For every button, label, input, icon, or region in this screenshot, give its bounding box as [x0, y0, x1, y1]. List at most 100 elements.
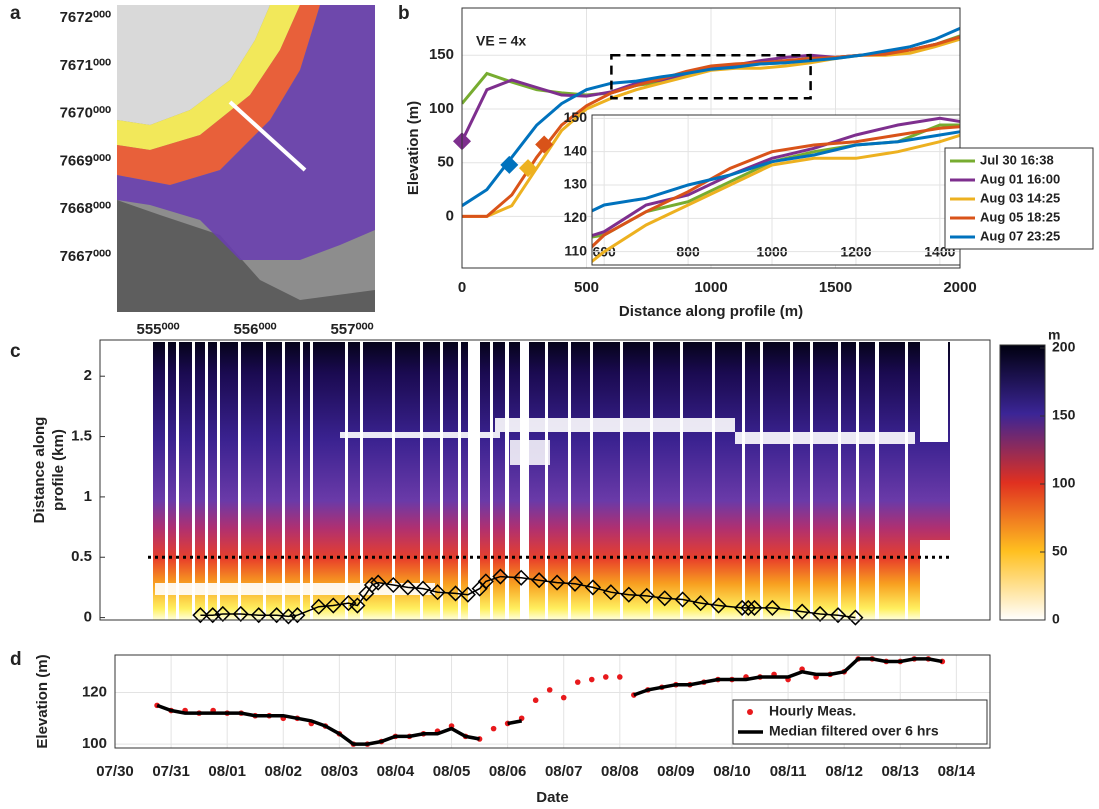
inset-y-tick-label: 120 [564, 209, 588, 225]
legend-label: Aug 05 18:25 [980, 209, 1060, 224]
y-tick-label: 7672⁰⁰⁰ [60, 9, 111, 26]
front-marker [829, 607, 847, 624]
x-axis-label: Distance along profile (m) [619, 303, 803, 320]
y-tick-label: 7668⁰⁰⁰ [60, 200, 111, 217]
hourly-point [546, 687, 553, 693]
profile-line [462, 27, 960, 207]
panel-label: d [10, 649, 22, 670]
y-axis-label: Elevation (m) [405, 101, 422, 195]
front-marker [602, 584, 619, 601]
x-tick-label: 08/14 [938, 763, 976, 780]
y-tick-label: 150 [429, 46, 454, 63]
frame [114, 654, 991, 749]
inset-plot [592, 116, 960, 264]
front-marker [531, 572, 548, 589]
front-marker [656, 590, 673, 607]
x-tick-label: 1500 [819, 279, 852, 296]
front-marker [250, 607, 267, 624]
front-marker [325, 597, 342, 614]
colorbar-tick-label: 200 [1052, 339, 1076, 355]
legend-label: Aug 03 14:25 [980, 190, 1060, 205]
legend-label: Median filtered over 6 hrs [769, 723, 939, 739]
front-marker [812, 605, 829, 623]
inset-profile-line [592, 133, 960, 264]
y-tick-label: 7671⁰⁰⁰ [60, 57, 111, 74]
x-tick-label: 08/12 [825, 763, 863, 780]
inset-profile-line [592, 130, 960, 213]
front-marker [232, 605, 249, 623]
x-tick-label: 07/31 [152, 763, 190, 780]
front-marker [734, 599, 751, 616]
front-marker [192, 607, 209, 624]
front-marker [363, 576, 381, 594]
colorbar-label: m [1048, 327, 1060, 343]
y-tick-label: 1.5 [71, 428, 92, 445]
x-tick-label: 08/11 [770, 763, 807, 780]
colorbar-tick-label: 100 [1052, 475, 1076, 491]
x-tick-label: 500 [574, 279, 599, 296]
front-marker [847, 609, 864, 626]
hourly-point [532, 697, 539, 704]
front-marker [692, 595, 709, 612]
x-tick-label: 08/13 [881, 763, 919, 780]
legend-label: Aug 01 16:00 [980, 171, 1060, 186]
front-marker [268, 607, 285, 624]
front-marker [414, 580, 432, 597]
front-marker [399, 579, 416, 596]
y-tick-label: 100 [429, 100, 454, 117]
knickpoint-marker [500, 155, 519, 174]
front-marker [280, 608, 297, 625]
heatmap-image [153, 342, 950, 620]
y-tick-label: 7670⁰⁰⁰ [60, 105, 111, 122]
x-tick-label: 0 [458, 279, 466, 296]
x-tick-label: 08/08 [601, 763, 639, 780]
x-tick-label: 08/03 [321, 763, 359, 780]
hourly-point [617, 674, 623, 680]
annotation: VE = 4x [476, 33, 526, 49]
y-axis-label: Elevation (m) [34, 654, 51, 748]
hourly-point [602, 674, 609, 680]
legend-label: Aug 07 23:25 [980, 228, 1060, 243]
front-marker [710, 597, 727, 614]
legend-label: Hourly Meas. [769, 703, 856, 719]
frame [99, 339, 991, 621]
x-tick-label: 08/10 [713, 763, 751, 780]
inset-y-tick-label: 150 [564, 109, 588, 125]
x-tick-label: 08/06 [489, 763, 527, 780]
x-tick-label: 555⁰⁰⁰ [136, 321, 179, 338]
front-marker [349, 597, 366, 614]
x-tick-label: 08/05 [433, 763, 471, 780]
hourly-point [490, 725, 497, 732]
y-tick-label: 2 [84, 367, 92, 384]
inset-y-tick-label: 110 [564, 242, 587, 258]
inset-y-tick-label: 130 [564, 176, 588, 192]
panel-label: b [398, 3, 410, 24]
colorbar-tick-label: 50 [1052, 543, 1068, 559]
y-axis-label: profile (km) [50, 429, 67, 511]
front-marker [764, 599, 781, 616]
front-marker [513, 569, 530, 586]
front-marker [620, 586, 637, 603]
median-line [156, 657, 943, 746]
x-tick-label: 08/04 [377, 763, 415, 780]
colorbar [999, 344, 1046, 621]
front-marker [548, 574, 566, 591]
y-tick-label: 50 [437, 154, 454, 171]
plot-area [462, 27, 960, 218]
x-axis-label: Date [536, 789, 569, 806]
hourly-point [588, 676, 595, 683]
map-image [117, 5, 375, 312]
front-marker [638, 587, 655, 604]
y-tick-label: 120 [82, 683, 107, 700]
x-tick-label: 557⁰⁰⁰ [330, 321, 373, 338]
panel-label: c [10, 341, 21, 362]
front-marker [674, 591, 691, 608]
y-tick-label: 7669⁰⁰⁰ [60, 152, 111, 169]
x-tick-label: 07/30 [96, 763, 134, 780]
y-tick-label: 0.5 [71, 548, 92, 565]
front-marker [477, 573, 494, 590]
x-tick-label: 08/01 [208, 763, 246, 780]
front-marker [370, 574, 387, 591]
legend-swatch [747, 709, 753, 715]
front-marker [740, 599, 757, 616]
